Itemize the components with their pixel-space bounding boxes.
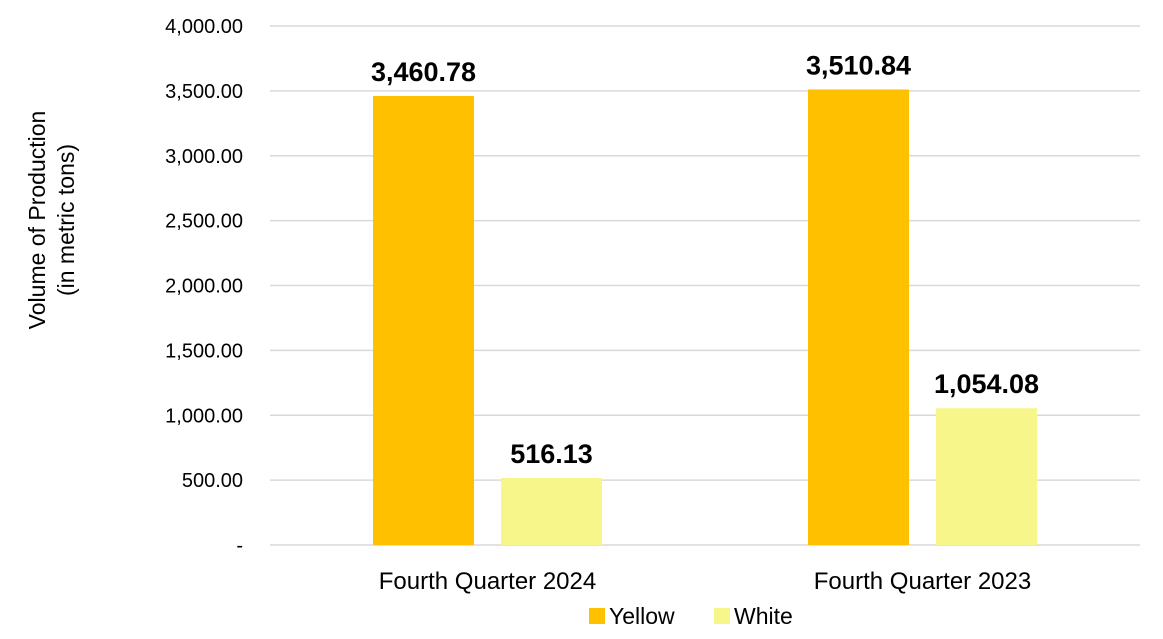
bar-yellow xyxy=(808,89,909,546)
legend: Yellow White xyxy=(589,603,793,629)
y-axis-title-line2: (in metric tons) xyxy=(53,144,79,296)
y-tick-label: 500.00 xyxy=(182,470,243,492)
data-label: 1,054.08 xyxy=(934,369,1039,399)
data-label: 3,460.78 xyxy=(371,57,476,87)
x-axis-categories: Fourth Quarter 2024 Fourth Quarter 2023 xyxy=(379,568,1031,595)
y-tick-label: 1,500.00 xyxy=(165,340,243,362)
legend-swatch-white xyxy=(714,608,730,624)
bar-white xyxy=(936,408,1037,545)
y-tick-label: 1,000.00 xyxy=(165,405,243,427)
data-label: 516.13 xyxy=(510,439,593,469)
y-axis-title: Volume of Production (in metric tons) xyxy=(24,111,79,330)
bar-white xyxy=(501,478,602,545)
y-axis-ticks: - 500.00 1,000.00 1,500.00 2,000.00 2,500.00 3… xyxy=(165,16,243,557)
legend-swatch-yellow xyxy=(589,608,605,624)
y-tick-label: 3,000.00 xyxy=(165,146,243,168)
y-tick-label: 3,500.00 xyxy=(165,81,243,103)
x-category-label: Fourth Quarter 2024 xyxy=(379,568,596,595)
y-tick-label: 4,000.00 xyxy=(165,16,243,38)
bars xyxy=(373,89,1037,546)
legend-label-white: White xyxy=(734,603,793,629)
y-axis-title-line1: Volume of Production xyxy=(24,111,50,330)
data-label: 3,510.84 xyxy=(806,50,911,80)
legend-label-yellow: Yellow xyxy=(609,603,675,629)
bar-yellow xyxy=(373,95,474,545)
y-tick-label: 2,000.00 xyxy=(165,276,243,298)
y-tick-label: - xyxy=(236,535,243,557)
x-category-label: Fourth Quarter 2023 xyxy=(814,568,1031,595)
data-labels: 3,460.78 516.13 3,510.84 1,054.08 xyxy=(371,50,1039,469)
y-tick-label: 2,500.00 xyxy=(165,211,243,233)
